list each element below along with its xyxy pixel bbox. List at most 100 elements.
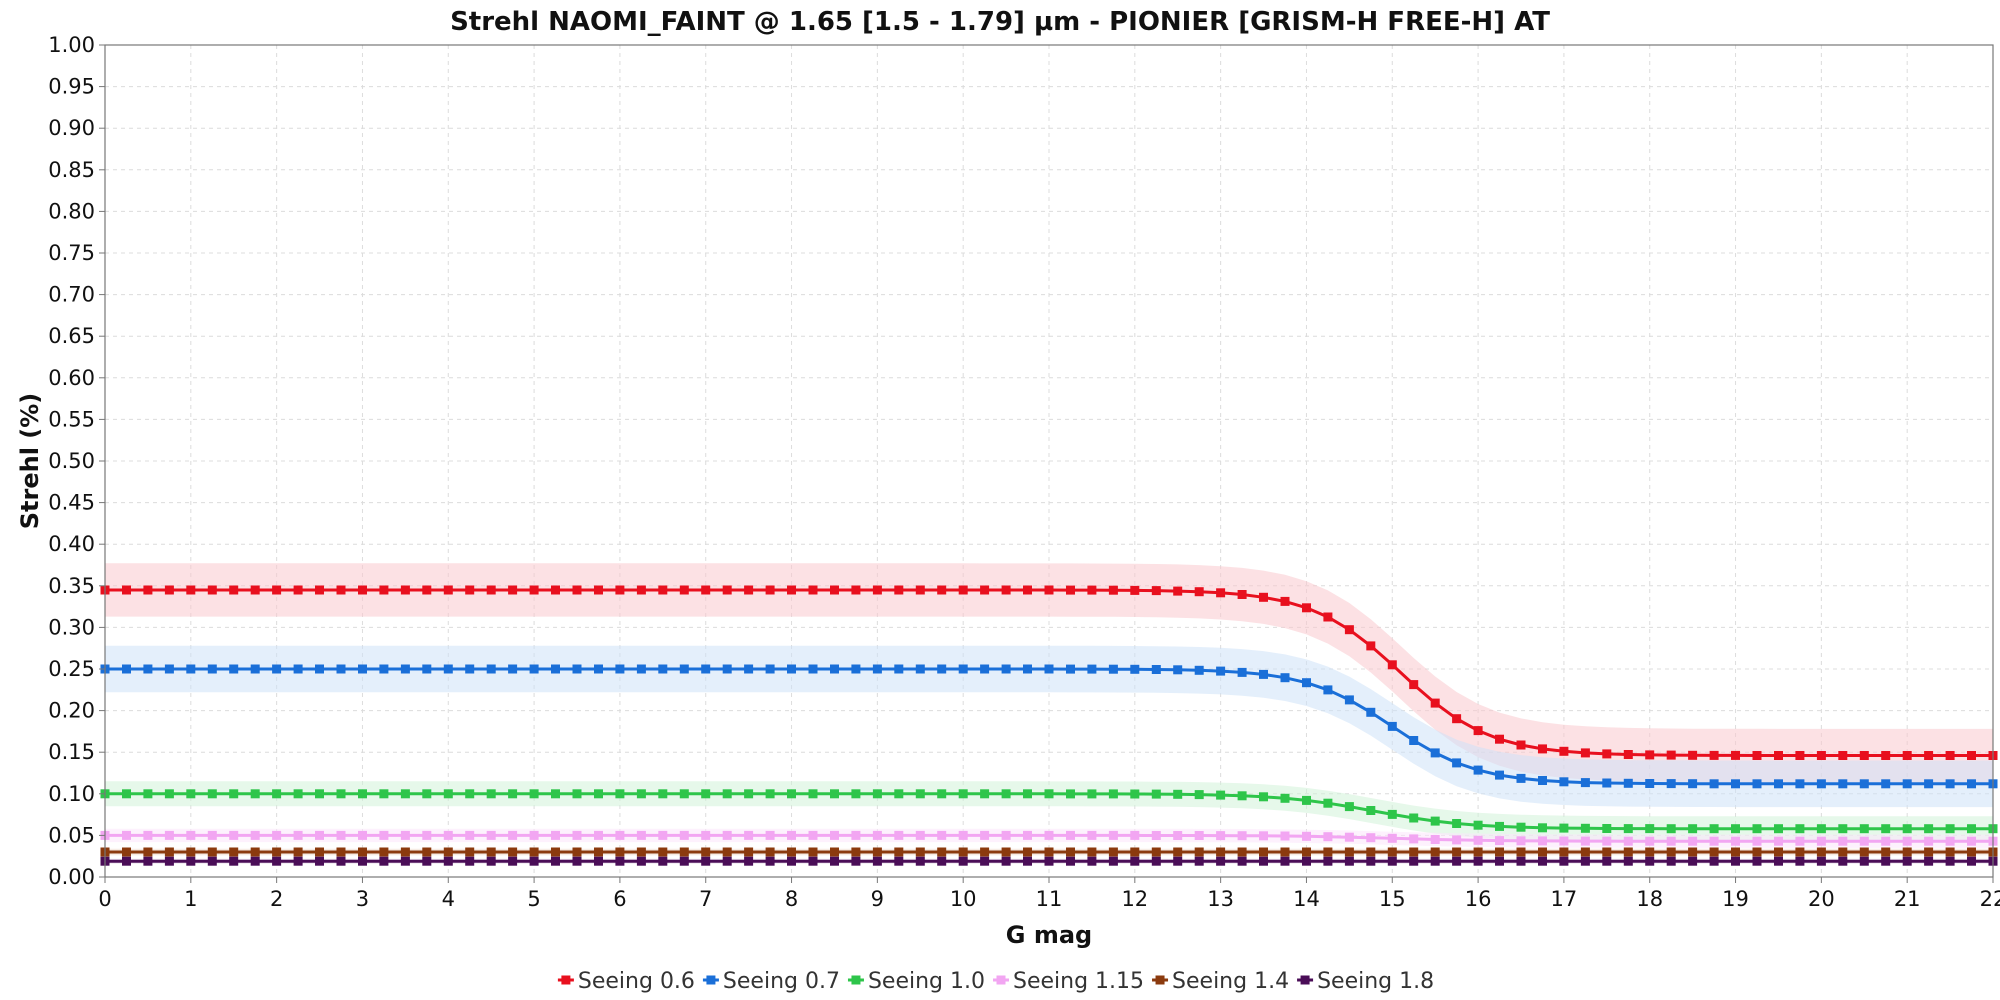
data-point: [701, 789, 711, 799]
data-point: [1795, 751, 1805, 760]
data-point: [164, 585, 174, 595]
data-point: [379, 664, 389, 674]
data-point: [1709, 750, 1719, 760]
data-point: [1538, 847, 1547, 857]
data-point: [1344, 802, 1354, 812]
data-point: [551, 664, 560, 674]
data-point: [615, 585, 625, 595]
data-point: [1688, 836, 1698, 846]
data-point: [1430, 816, 1440, 826]
data-point: [1816, 847, 1826, 857]
data-point: [830, 847, 839, 857]
data-point: [830, 585, 839, 595]
data-point: [1387, 721, 1397, 731]
data-point: [937, 664, 947, 674]
data-point: [1302, 856, 1311, 866]
data-point: [122, 856, 131, 866]
data-point: [1752, 824, 1762, 834]
data-point: [830, 664, 839, 674]
band-layer: [105, 563, 1993, 864]
y-tick-label: 0.15: [48, 740, 95, 764]
data-point: [980, 856, 990, 866]
data-point: [744, 856, 754, 866]
data-point: [186, 664, 196, 674]
data-point: [1430, 748, 1440, 758]
y-axis-title: Strehl (%): [16, 393, 44, 530]
data-point: [1945, 847, 1955, 857]
data-point: [744, 847, 754, 857]
data-point: [486, 789, 496, 799]
data-point: [293, 856, 303, 866]
data-point: [1151, 789, 1161, 799]
data-point: [143, 664, 153, 674]
data-point: [1044, 585, 1054, 595]
data-point: [508, 664, 518, 674]
data-point: [1387, 809, 1397, 819]
data-point: [1816, 836, 1826, 846]
data-point: [1130, 585, 1140, 595]
data-point: [894, 830, 904, 840]
data-point: [1816, 856, 1826, 866]
data-point: [1495, 847, 1504, 857]
data-point: [315, 856, 324, 866]
data-point: [1559, 777, 1569, 787]
data-point: [594, 847, 603, 857]
data-point: [1430, 698, 1440, 708]
data-point: [636, 664, 646, 674]
data-point: [679, 830, 689, 840]
data-point: [400, 585, 410, 595]
data-point: [1130, 847, 1140, 857]
data-point: [164, 856, 174, 866]
data-point: [122, 789, 131, 799]
data-point: [529, 789, 539, 799]
data-point: [1559, 823, 1569, 833]
data-point: [1602, 749, 1612, 759]
data-point: [1108, 856, 1118, 866]
data-point: [1237, 590, 1247, 599]
data-point: [250, 789, 260, 799]
data-point: [1967, 856, 1976, 866]
data-point: [358, 789, 367, 799]
legend-label: Seeing 0.6: [578, 969, 695, 994]
data-point: [1130, 830, 1140, 840]
x-tick-label: 0: [98, 887, 111, 911]
data-point: [636, 847, 646, 857]
data-point: [1516, 847, 1526, 857]
data-point: [1602, 847, 1612, 857]
data-point: [379, 585, 389, 595]
legend-label: Seeing 1.15: [1013, 969, 1144, 994]
data-point: [272, 664, 282, 674]
data-point: [143, 830, 153, 840]
data-point: [1001, 830, 1011, 840]
data-point: [958, 856, 968, 866]
data-point: [1752, 856, 1762, 866]
data-point: [1795, 779, 1805, 789]
data-point: [1044, 664, 1054, 674]
data-point: [1838, 824, 1848, 834]
data-point: [164, 830, 174, 840]
legend-marker: [561, 975, 571, 985]
data-point: [830, 856, 839, 866]
data-point: [379, 830, 389, 840]
data-point: [1344, 832, 1354, 842]
data-point: [1194, 831, 1204, 840]
data-point: [1001, 585, 1011, 595]
data-point: [765, 664, 775, 674]
data-point: [379, 847, 389, 857]
data-point: [465, 856, 475, 866]
y-axis-ticks: 0.00 0.05 0.10 0.15 0.20 0.25 0.30 0.35 0.40 0.45…: [48, 33, 105, 889]
y-tick-label: 0.35: [48, 574, 95, 598]
x-tick-label: 7: [699, 887, 712, 911]
data-point: [1645, 856, 1655, 866]
data-point: [1280, 793, 1290, 803]
data-point: [980, 847, 990, 857]
data-point: [1709, 836, 1719, 846]
data-point: [1259, 792, 1268, 802]
series-0: [100, 585, 1998, 760]
data-point: [1881, 779, 1891, 789]
y-tick-label: 0.75: [48, 241, 95, 265]
data-point: [1087, 664, 1097, 674]
data-point: [830, 830, 839, 840]
data-point: [1580, 847, 1590, 857]
data-point: [851, 847, 861, 857]
